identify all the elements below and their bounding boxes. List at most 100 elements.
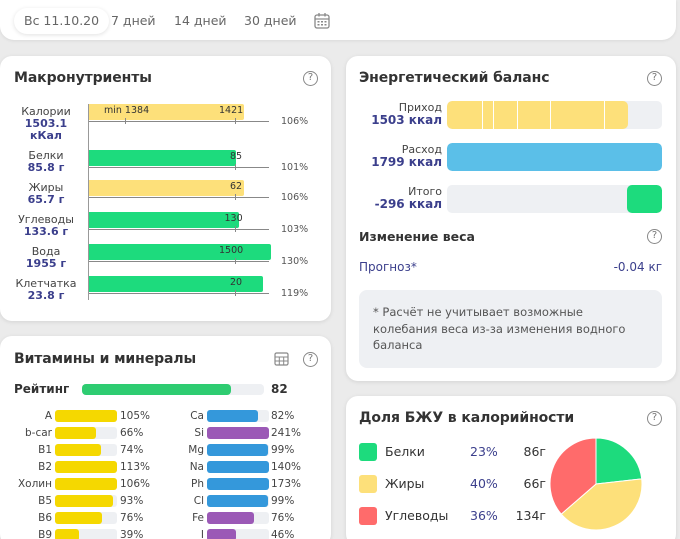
vitamin-bar <box>207 512 269 524</box>
macro-baseline <box>89 121 269 122</box>
vitamin-name: Mg <box>188 444 204 456</box>
energy-meal-divider <box>482 101 483 129</box>
vitamin-percent: 74% <box>120 444 144 456</box>
legend-swatch <box>359 507 377 525</box>
energy-label: Расход 1799 ккал <box>356 144 442 169</box>
vitamin-bar <box>55 529 117 539</box>
macro-value: 23.8 г <box>27 289 65 302</box>
help-icon[interactable]: ? <box>647 229 662 244</box>
macro-name: Клетчатка <box>15 277 77 290</box>
vitamin-percent: 140% <box>271 461 302 473</box>
vitamin-name: Fe <box>192 512 204 524</box>
vitamin-percent: 99% <box>271 495 295 507</box>
vitamin-bar <box>207 529 269 539</box>
help-icon[interactable]: ? <box>303 352 318 367</box>
vitamin-percent: 76% <box>120 512 144 524</box>
macro-label: Жиры 65.7 г <box>6 182 86 206</box>
macro-bar <box>89 150 237 166</box>
vitamin-percent: 76% <box>271 512 295 524</box>
energy-row-value: 1799 ккал <box>371 155 442 169</box>
energy-meal-divider <box>517 101 518 129</box>
vitamin-bar-fill <box>207 461 269 473</box>
macro-percent: 130% <box>281 256 309 267</box>
macro-target-label: 85 <box>230 151 243 162</box>
table-icon[interactable] <box>274 352 289 366</box>
vitamin-bar-fill <box>55 410 117 422</box>
calendar-icon[interactable] <box>314 12 330 29</box>
vitamin-name: B5 <box>38 495 52 507</box>
macronutrients-card: Макронутриенты ? Калории 1503.1 кКал 1421 mi… <box>0 56 331 321</box>
vitamin-percent: 66% <box>120 427 144 439</box>
legend-name: Углеводы <box>385 508 449 523</box>
energy-bar <box>447 143 662 171</box>
bju-title: Доля БЖУ в калорийности <box>359 410 575 426</box>
vitamin-percent: 173% <box>271 478 302 490</box>
macro-name: Жиры <box>28 181 64 194</box>
macro-unit: кКал <box>30 129 62 142</box>
vitamin-name: B6 <box>38 512 52 524</box>
energy-bar-fill <box>447 143 662 171</box>
vitamin-bar <box>55 512 117 524</box>
macro-value: 1955 г <box>25 257 67 270</box>
vitamin-bar <box>55 427 117 439</box>
range-30-days-button[interactable]: 30 дней <box>244 13 297 28</box>
legend-grams: 134г <box>515 508 546 523</box>
macro-baseline <box>89 197 269 198</box>
energy-row-name: Итого <box>408 185 442 198</box>
vitamin-bar-fill <box>207 495 269 507</box>
pie-slice-Белки <box>595 437 643 485</box>
help-icon[interactable]: ? <box>647 411 662 426</box>
macro-bar <box>89 276 263 292</box>
range-14-days-button[interactable]: 14 дней <box>174 13 227 28</box>
date-range-bar: Вс 11.10.20 7 дней 14 дней 30 дней <box>0 0 676 40</box>
energy-bar-fill <box>626 185 662 213</box>
vitamin-bar-fill <box>207 478 269 490</box>
macro-target-tick <box>235 118 236 124</box>
energy-meal-divider <box>493 101 494 129</box>
vitamin-name: Холин <box>17 478 52 490</box>
energy-label: Итого -296 ккал <box>356 185 442 211</box>
macro-name: Вода <box>31 245 61 258</box>
macro-target-tick <box>235 226 236 232</box>
forecast-label: Прогноз* <box>359 260 417 274</box>
macro-baseline <box>89 167 269 168</box>
current-date-button[interactable]: Вс 11.10.20 <box>14 8 110 34</box>
energy-row-value: 1503 ккал <box>371 113 442 127</box>
macro-percent: 103% <box>281 224 309 235</box>
macro-label: Белки 85.8 г <box>6 150 86 174</box>
macro-value: 133.6 г <box>23 225 69 238</box>
energy-bar <box>447 101 662 129</box>
vitamin-bar <box>55 461 117 473</box>
rating-value: 82 <box>271 382 288 396</box>
energy-balance-title: Энергетический баланс <box>359 70 550 86</box>
macro-baseline <box>89 261 269 262</box>
vitamin-bar-fill <box>55 444 101 456</box>
energy-row-value: -296 ккал <box>374 197 442 211</box>
legend-grams: 66г <box>523 476 546 491</box>
macro-value: 1503.1 <box>24 117 68 130</box>
legend-percent: 36% <box>470 508 498 523</box>
bju-share-card: Доля БЖУ в калорийности ? Белки 23% 86г Жир… <box>346 396 676 539</box>
vitamin-percent: 105% <box>120 410 151 422</box>
range-7-days-button[interactable]: 7 дней <box>111 13 156 28</box>
vitamin-percent: 46% <box>271 529 295 539</box>
macro-target-label: 130 <box>224 213 243 224</box>
help-icon[interactable]: ? <box>647 71 662 86</box>
vitamin-bar-fill <box>55 512 103 524</box>
macro-label: Калории 1503.1 кКал <box>6 106 86 142</box>
macronutrients-title: Макронутриенты <box>14 70 152 86</box>
vitamin-name: Na <box>189 461 204 473</box>
macro-target-label: 1421 <box>219 105 244 116</box>
vitamins-title: Витамины и минералы <box>14 351 197 367</box>
legend-name: Белки <box>385 444 425 459</box>
macro-name: Белки <box>28 149 64 162</box>
vitamin-bar-fill <box>207 410 258 422</box>
macro-target-label: 62 <box>230 181 243 192</box>
macro-label: Углеводы 133.6 г <box>6 214 86 238</box>
bju-pie-chart <box>549 437 643 531</box>
legend-percent: 40% <box>470 476 498 491</box>
help-icon[interactable]: ? <box>303 71 318 86</box>
macro-baseline <box>89 293 269 294</box>
macro-label: Клетчатка 23.8 г <box>6 278 86 302</box>
legend-swatch <box>359 475 377 493</box>
